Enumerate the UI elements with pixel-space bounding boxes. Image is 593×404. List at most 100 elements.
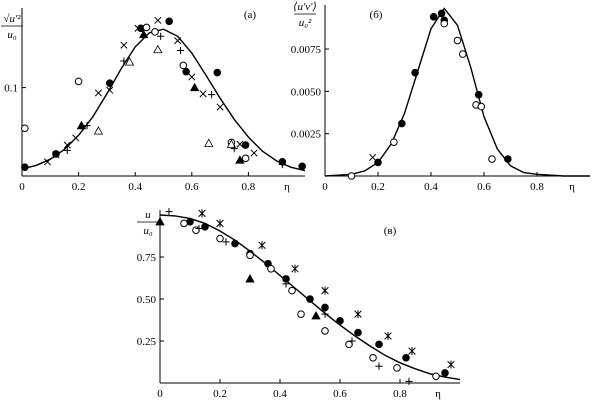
- data-point-open-circle: [151, 28, 159, 36]
- data-point-plus: [230, 144, 238, 153]
- x-tick-label: 0.2: [371, 181, 385, 193]
- data-point-plus: [157, 32, 165, 40]
- data-point-open-circle: [347, 172, 356, 180]
- data-point-plus: [195, 224, 203, 233]
- data-point-x-cross: [43, 158, 52, 166]
- data-point-open-circle: [390, 138, 398, 146]
- data-point-plus: [348, 337, 356, 345]
- y-tick-label: 0.25: [137, 336, 157, 348]
- data-point-open-circle: [393, 364, 401, 372]
- data-point-filled-circle: [231, 239, 239, 248]
- data-point-filled-circle: [336, 317, 344, 325]
- data-point-star: [258, 241, 266, 250]
- data-point-filled-circle: [375, 340, 383, 349]
- data-point-open-circle: [192, 226, 200, 234]
- data-point-filled-circle: [402, 354, 410, 362]
- data-point-filled-circle: [213, 68, 222, 77]
- data-point-open-triangle: [153, 44, 163, 54]
- data-point-plus: [375, 362, 383, 370]
- data-point-filled-circle: [52, 150, 60, 158]
- y-tick-label: 0.0025: [291, 129, 322, 141]
- x-tick-label: 0: [157, 388, 163, 400]
- data-point-plus: [405, 377, 413, 385]
- panel-label: (б): [370, 9, 383, 21]
- data-point-filled-circle: [182, 67, 190, 76]
- data-point-open-circle: [21, 124, 29, 133]
- data-point-star: [291, 264, 299, 273]
- data-point-star: [447, 360, 455, 369]
- chart-panel-3: 0 0.2 0.4 0.6 0.8 0.25 0.50 0.75 η (в) u u₀: [137, 208, 461, 400]
- data-point-x-cross: [72, 134, 80, 142]
- data-point-filled-triangle: [245, 274, 255, 283]
- y-tick-label: 0.1: [4, 83, 18, 95]
- data-point-open-circle: [488, 155, 496, 163]
- fit-curve: [324, 7, 590, 177]
- data-point-open-circle: [345, 340, 353, 349]
- data-point-plus: [83, 122, 91, 130]
- y-tick-label: 0.75: [137, 252, 157, 264]
- data-point-open-circle: [246, 251, 254, 260]
- x-tick-label: 0: [322, 181, 328, 193]
- data-point-plus: [63, 146, 71, 154]
- x-tick-label: 0.8: [393, 388, 407, 400]
- data-point-filled-triangle: [311, 310, 321, 320]
- x-tick-label: 0.6: [477, 181, 491, 193]
- data-point-open-circle: [297, 310, 305, 318]
- data-point-filled-triangle: [76, 120, 87, 130]
- y-axis-label-numerator: u: [145, 209, 151, 221]
- data-point-open-circle: [369, 354, 377, 362]
- data-point-plus: [282, 280, 290, 288]
- data-point-star: [321, 286, 329, 295]
- data-point-open-triangle: [204, 138, 214, 147]
- data-point-filled-circle: [105, 79, 114, 87]
- data-point-x-cross: [250, 149, 258, 157]
- fit-curve: [21, 28, 306, 172]
- data-point-open-circle: [241, 154, 250, 163]
- data-point-star: [198, 209, 206, 218]
- panel-label: (а): [244, 9, 257, 21]
- data-point-open-triangle: [124, 57, 135, 66]
- data-point-filled-triangle: [235, 155, 245, 164]
- data-point-open-triangle: [226, 139, 237, 148]
- data-point-x-cross: [174, 37, 182, 45]
- data-point-plus: [278, 160, 286, 169]
- x-tick-label: 0.8: [242, 181, 256, 193]
- data-point-filled-circle: [504, 155, 512, 163]
- data-point-filled-circle: [298, 162, 306, 171]
- data-point-open-circle: [142, 23, 151, 32]
- y-axis-label-denominator: u₀: [7, 29, 17, 41]
- data-point-filled-circle: [398, 119, 406, 128]
- data-point-x-cross: [63, 141, 71, 149]
- data-point-open-triangle: [93, 126, 104, 135]
- data-point-star: [216, 219, 224, 228]
- x-tick-label: 0.4: [273, 388, 287, 400]
- data-point-x-cross: [188, 73, 196, 81]
- data-point-x-cross: [199, 90, 207, 98]
- x-axis-label: η: [569, 181, 575, 193]
- data-point-plus: [208, 91, 216, 99]
- data-point-filled-circle: [321, 303, 329, 312]
- panel-label: (в): [384, 225, 397, 237]
- data-point-star: [384, 331, 392, 340]
- data-point-filled-triangle: [189, 82, 200, 92]
- x-tick-label: 0: [19, 181, 25, 193]
- chart-panel-1: 0 0.2 0.4 0.6 0.8 0.1 η (а) √u'² u₀: [1, 8, 306, 193]
- data-point-open-circle: [180, 219, 188, 228]
- data-point-x-cross: [154, 16, 162, 24]
- x-tick-label: 0.2: [213, 388, 227, 400]
- data-point-x-cross: [216, 103, 224, 111]
- x-tick-label: 0.6: [333, 388, 347, 400]
- data-point-x-cross: [52, 151, 60, 159]
- data-point-plus: [165, 208, 173, 216]
- data-point-open-circle: [179, 61, 188, 70]
- data-point-plus: [222, 238, 230, 246]
- y-tick-label: 0.0075: [291, 44, 322, 56]
- data-point-open-circle: [288, 286, 296, 295]
- data-point-x-cross: [106, 86, 114, 94]
- x-tick-label: 0.2: [72, 181, 86, 193]
- data-point-open-circle: [453, 36, 462, 45]
- data-point-open-circle: [267, 264, 275, 273]
- y-axis-label-denominator: u₀²: [299, 17, 312, 29]
- data-point-x-cross: [120, 41, 128, 49]
